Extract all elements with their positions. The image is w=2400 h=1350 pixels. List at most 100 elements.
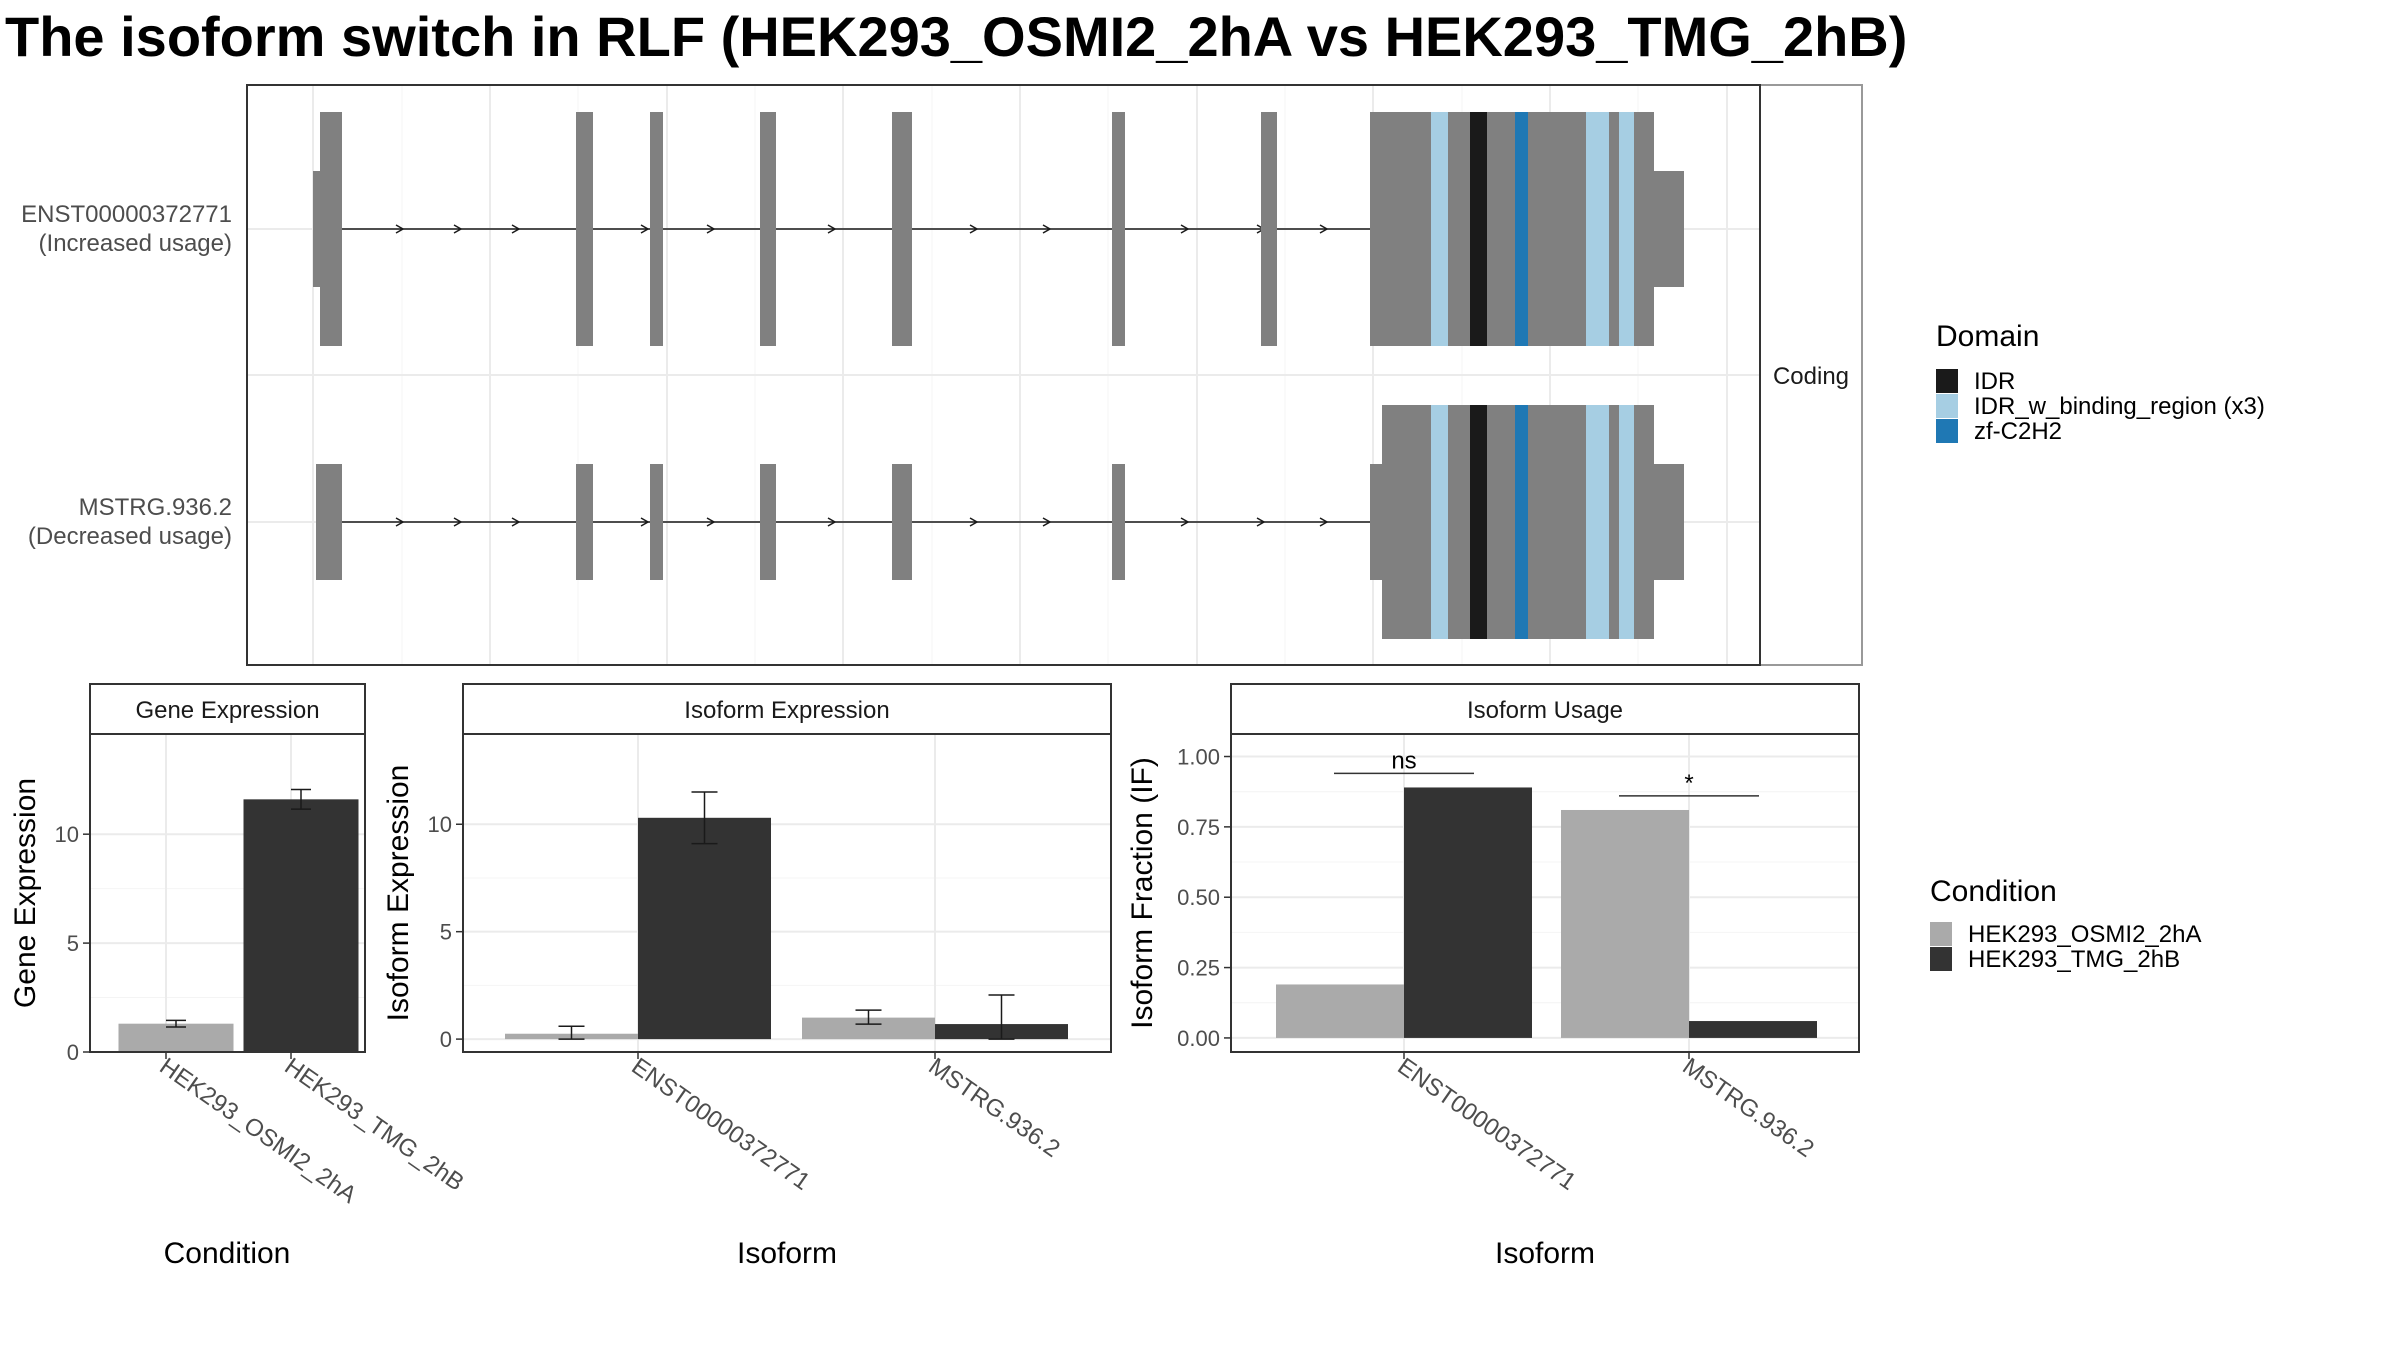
intron-direction-arrow (511, 224, 521, 234)
bar-HEK293_TMG_2hB (243, 799, 359, 1052)
idr-binding-domain (1431, 405, 1448, 639)
x-tick-label: MSTRG.936.2 (1678, 1053, 1819, 1163)
intron-direction-arrow (1319, 224, 1329, 234)
y-tick-label: 0 (440, 1027, 452, 1052)
idr-domain (1470, 112, 1487, 346)
condition-legend-label: HEK293_OSMI2_2hA (1968, 921, 2201, 948)
bar-ENST00000372771-HEK293_OSMI2_2hA (1276, 984, 1404, 1038)
coding-exon (892, 112, 912, 346)
panel-strip (462, 683, 1112, 735)
intron-direction-arrow (969, 224, 979, 234)
y-tick-label: 5 (440, 920, 452, 945)
bar-ENST00000372771-HEK293_TMG_2hB (638, 817, 771, 1040)
panel-strip (1230, 683, 1860, 735)
panel-strip (89, 683, 366, 735)
condition-legend-key (1930, 947, 1952, 971)
y-axis-title: Gene Expression (9, 778, 42, 1008)
transcript-id-label: MSTRG.936.2 (79, 494, 232, 521)
y-tick-label: 0.00 (1177, 1026, 1220, 1051)
intron-direction-arrow (1042, 517, 1052, 527)
coding-exon (650, 464, 663, 580)
coding-exon (1261, 112, 1277, 346)
bar-MSTRG.936.2-HEK293_OSMI2_2hA (802, 1017, 935, 1040)
idr-binding-domain (1431, 112, 1448, 346)
condition-legend-key (1930, 922, 1952, 946)
condition-legend-title: Condition (1930, 875, 2057, 908)
x-tick-label: ENST00000372771 (627, 1053, 815, 1196)
y-tick-label: 0.75 (1177, 815, 1220, 840)
x-tick-label: ENST00000372771 (1393, 1053, 1581, 1196)
intron-direction-arrow (827, 517, 837, 527)
coding-exon (320, 112, 342, 346)
condition-legend-label: HEK293_TMG_2hB (1968, 946, 2180, 973)
structure-panel-border (246, 84, 1761, 666)
y-tick-label: 0.50 (1177, 885, 1220, 910)
intron-direction-arrow (1180, 224, 1190, 234)
figure-title: The isoform switch in RLF (HEK293_OSMI2_… (5, 5, 1907, 68)
bar-MSTRG.936.2-HEK293_OSMI2_2hA (1561, 809, 1689, 1038)
y-tick-label: 0 (67, 1040, 79, 1065)
intron-direction-arrow (706, 517, 716, 527)
y-tick-label: 10 (428, 812, 452, 837)
utr-exon (1370, 464, 1384, 580)
bar-ENST00000372771-HEK293_TMG_2hB (1404, 787, 1532, 1038)
intron-direction-arrow (395, 224, 405, 234)
domain-legend-key (1936, 394, 1958, 418)
panel-strip-label: Isoform Usage (1467, 697, 1623, 724)
coding-exon (650, 112, 663, 346)
bar-MSTRG.936.2-HEK293_TMG_2hB (1689, 1021, 1817, 1038)
transcript-id-label: ENST00000372771 (21, 201, 232, 228)
x-tick-label: HEK293_OSMI2_2hA (155, 1053, 362, 1209)
intron-direction-arrow (395, 517, 405, 527)
domain-legend-label: IDR (1974, 368, 2015, 395)
coding-facet-strip (1759, 84, 1863, 666)
coding-exon (892, 464, 912, 580)
intron-direction-arrow (640, 224, 650, 234)
domain-legend-key (1936, 419, 1958, 443)
idr-binding-domain (1586, 112, 1609, 346)
y-axis-title: Isoform Expression (382, 765, 415, 1022)
y-tick-label: 1.00 (1177, 745, 1220, 770)
coding-exon (1112, 112, 1125, 346)
intron-direction-arrow (1180, 517, 1190, 527)
significance-label: ns (1391, 747, 1416, 774)
y-axis-title: Isoform Fraction (IF) (1126, 757, 1159, 1029)
domain-legend-title: Domain (1936, 320, 2039, 353)
x-axis-title: Condition (164, 1237, 291, 1270)
x-tick-label: MSTRG.936.2 (924, 1053, 1065, 1163)
intron-direction-arrow (640, 517, 650, 527)
intron-direction-arrow (706, 224, 716, 234)
domain-legend-key (1936, 369, 1958, 393)
intron-direction-arrow (511, 517, 521, 527)
transcript-usage-label: (Decreased usage) (28, 523, 232, 550)
coding-exon (1112, 464, 1125, 580)
coding-exon (316, 464, 342, 580)
panel-strip-label: Isoform Expression (684, 697, 889, 724)
zf-c2h2-domain (1515, 405, 1528, 639)
y-tick-label: 0.25 (1177, 956, 1220, 981)
y-tick-label: 10 (55, 822, 79, 847)
domain-legend-label: IDR_w_binding_region (x3) (1974, 393, 2265, 420)
utr-exon (1652, 171, 1684, 287)
x-axis-title: Isoform (737, 1237, 837, 1270)
zf-c2h2-domain (1515, 112, 1528, 346)
significance-label: * (1684, 770, 1693, 797)
domain-legend-label: zf-C2H2 (1974, 418, 2062, 445)
transcript-structure-panel: Coding ENST00000372771(Increased usage) MS… (21, 84, 1863, 666)
transcript-usage-label: (Increased usage) (39, 230, 232, 257)
utr-exon (1652, 464, 1684, 580)
idr-binding-domain (1619, 112, 1634, 346)
intron-direction-arrow (1256, 517, 1266, 527)
coding-exon (1370, 112, 1654, 346)
x-axis-title: Isoform (1495, 1237, 1595, 1270)
intron-direction-arrow (969, 517, 979, 527)
coding-facet-label: Coding (1773, 363, 1849, 390)
intron-direction-arrow (1042, 224, 1052, 234)
idr-binding-domain (1619, 405, 1634, 639)
coding-exon (576, 464, 593, 580)
bar-panel-background (463, 734, 1111, 1052)
intron-direction-arrow (827, 224, 837, 234)
bar-HEK293_OSMI2_2hA (118, 1023, 234, 1052)
